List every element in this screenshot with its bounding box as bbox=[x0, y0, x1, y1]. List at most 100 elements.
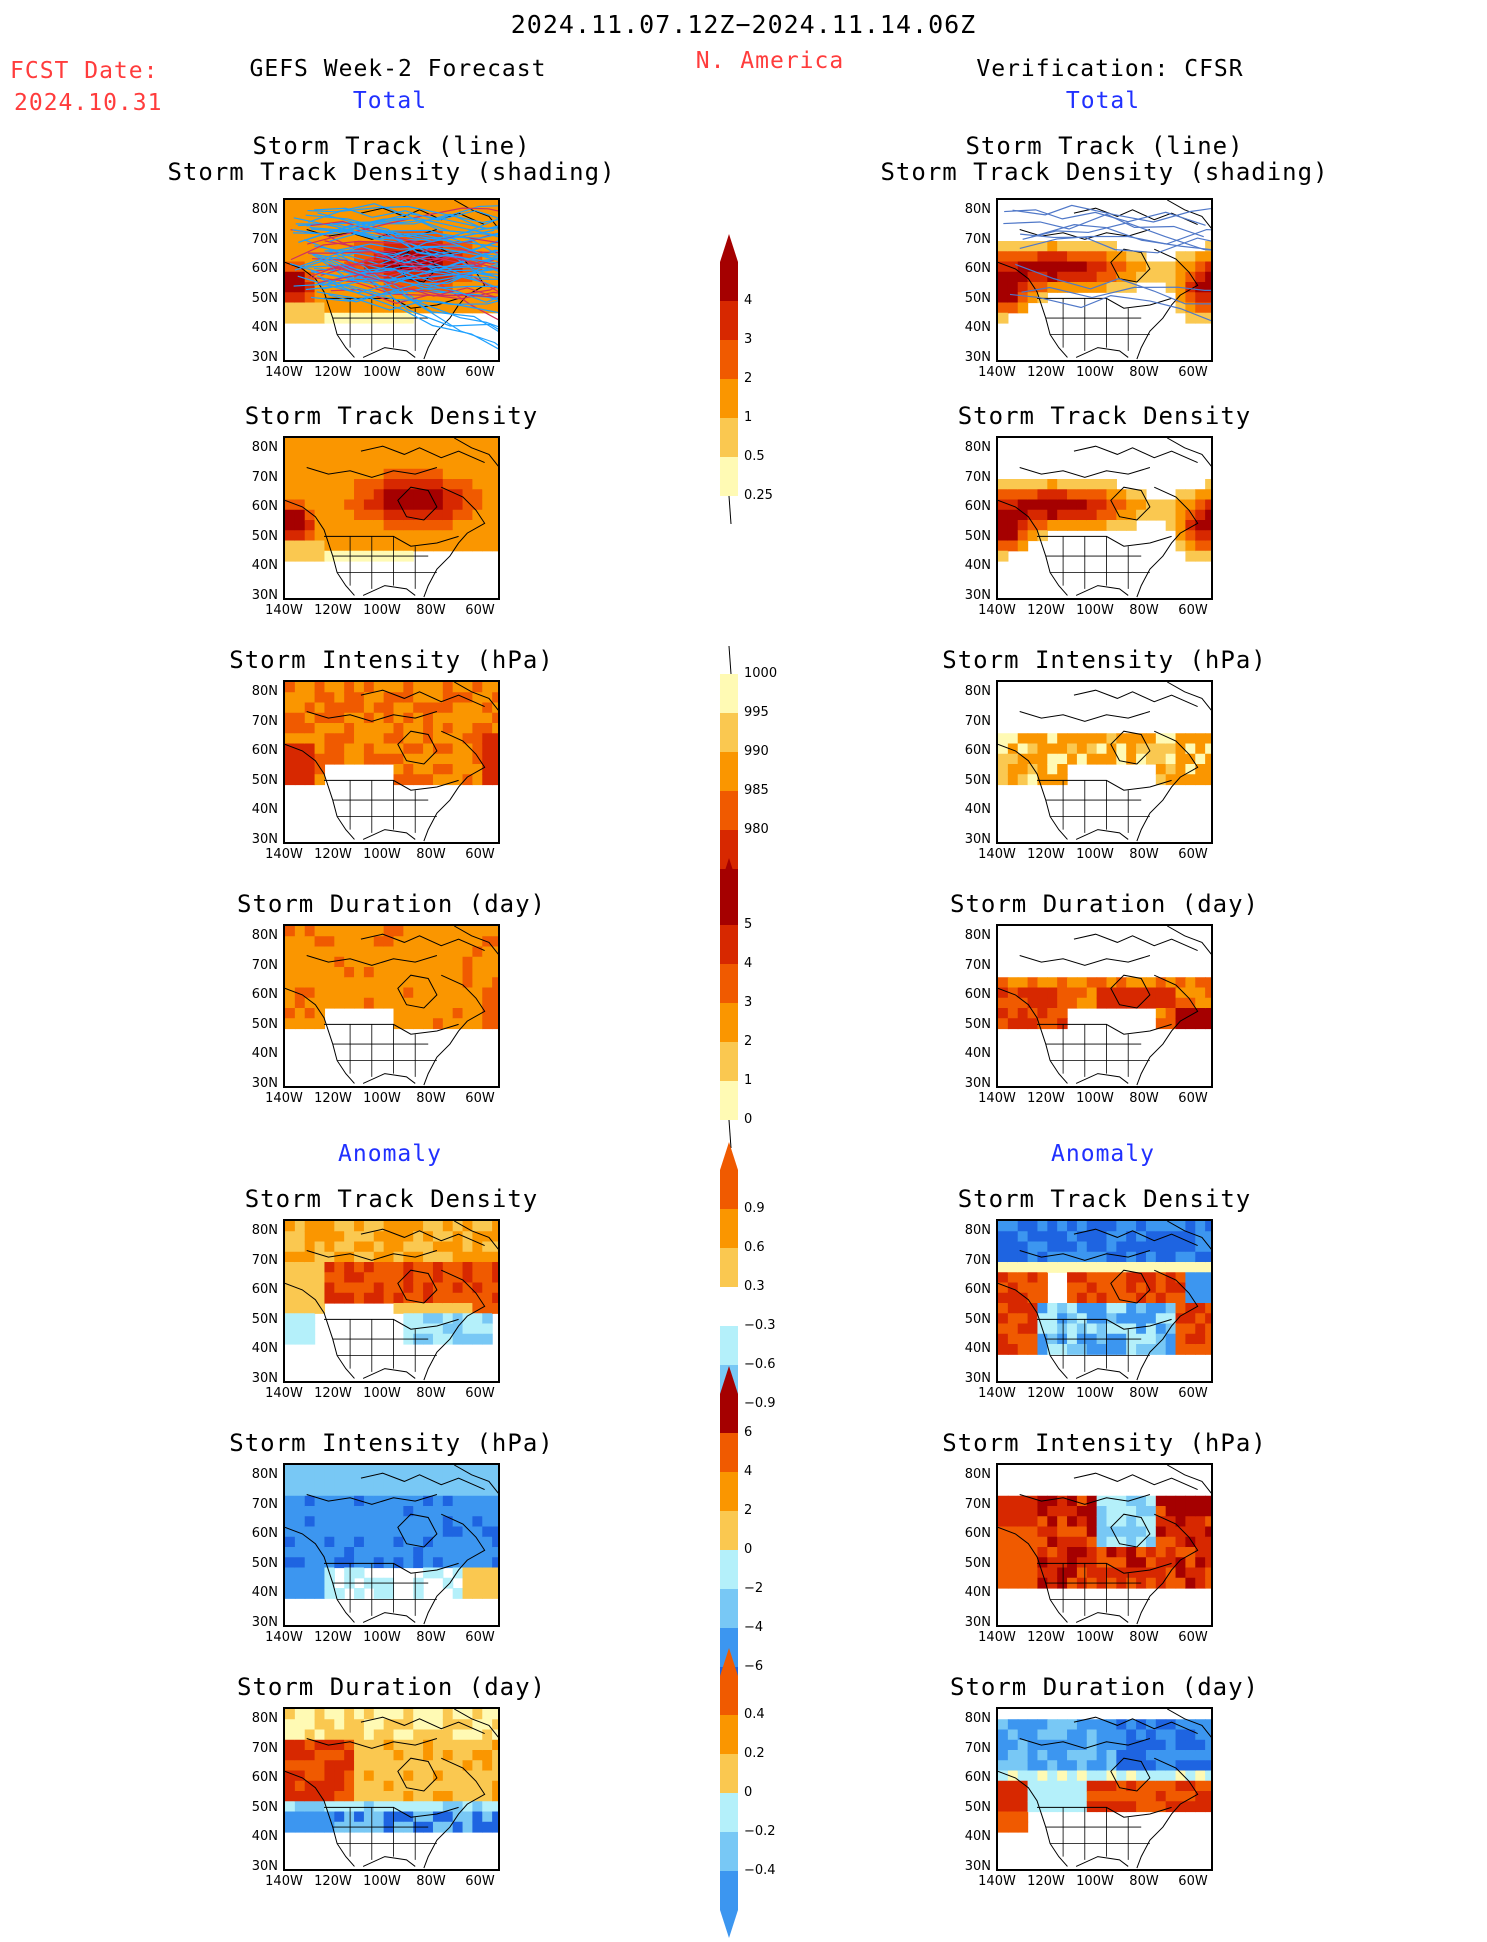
shading-cell bbox=[285, 1588, 296, 1599]
shading-cell bbox=[314, 774, 326, 786]
shading-cell bbox=[1145, 1303, 1157, 1314]
shading-cell bbox=[1126, 1719, 1137, 1731]
shading-cell bbox=[1067, 1801, 1078, 1813]
coastline-path bbox=[1073, 1228, 1198, 1247]
left-anomaly-label: Anomaly bbox=[338, 1141, 442, 1167]
shading-cell bbox=[334, 1495, 345, 1507]
shading-cell bbox=[1067, 743, 1078, 755]
shading-cell bbox=[1096, 1313, 1108, 1325]
shading-cell bbox=[285, 292, 296, 304]
lat-tick-label: 30N bbox=[251, 1370, 278, 1386]
shading-cell bbox=[354, 489, 365, 501]
shading-cell bbox=[314, 200, 326, 211]
shading-cell bbox=[1076, 489, 1088, 501]
shading-cell bbox=[1007, 1221, 1019, 1232]
shading-cell bbox=[363, 1516, 375, 1528]
shading-cell bbox=[304, 1008, 316, 1019]
shading-cell bbox=[1136, 1770, 1147, 1782]
shading-cell bbox=[363, 936, 375, 948]
shading-cell bbox=[1027, 1221, 1039, 1232]
shading-cell bbox=[462, 1008, 474, 1019]
shading-cell bbox=[1047, 753, 1058, 765]
lat-tick-label: 50N bbox=[251, 1555, 278, 1571]
shading-cell bbox=[472, 1333, 483, 1345]
shading-cell bbox=[1106, 1770, 1117, 1782]
shading-cell bbox=[285, 550, 296, 562]
coastline-path bbox=[454, 1221, 498, 1250]
coastline-path bbox=[285, 743, 355, 840]
shading-cell bbox=[403, 987, 414, 999]
shading-cell bbox=[1155, 1333, 1167, 1345]
shading-cell bbox=[413, 509, 424, 521]
shading-cell bbox=[1175, 1516, 1187, 1528]
shading-cell bbox=[1205, 1791, 1211, 1802]
shading-cell bbox=[294, 1495, 306, 1507]
coastline-path bbox=[1075, 1073, 1129, 1084]
lon-tick-label: 120W bbox=[314, 365, 352, 380]
shading-cell bbox=[285, 956, 296, 968]
shading-cell bbox=[442, 448, 454, 460]
shading-cell bbox=[423, 1262, 434, 1273]
shading-cell bbox=[294, 1313, 306, 1325]
shading-cell bbox=[304, 1821, 316, 1833]
shading-cell bbox=[423, 1465, 434, 1476]
coastline-path bbox=[454, 1709, 498, 1738]
shading-cell bbox=[472, 1465, 483, 1476]
shading-cell bbox=[1195, 271, 1206, 283]
shading-cell bbox=[472, 520, 483, 531]
colorbar-label: 1 bbox=[744, 1073, 753, 1088]
shading-cell bbox=[1037, 1506, 1048, 1517]
shading-cell bbox=[334, 1719, 345, 1731]
coastline-path bbox=[1045, 780, 1150, 833]
shading-cell bbox=[354, 1739, 365, 1751]
shading-cell bbox=[1057, 1323, 1068, 1335]
shading-cell bbox=[344, 1485, 355, 1497]
shading-cell bbox=[1175, 1536, 1187, 1548]
shading-cell bbox=[363, 1506, 375, 1517]
shading-cell bbox=[452, 200, 464, 211]
shading-cell bbox=[324, 499, 335, 511]
shading-cell bbox=[1195, 774, 1206, 786]
shading-cell bbox=[314, 1791, 326, 1802]
shading-cell bbox=[998, 251, 1009, 263]
shading-cell bbox=[1067, 489, 1078, 501]
shading-cell bbox=[472, 774, 483, 786]
shading-cell bbox=[334, 1729, 345, 1741]
shading-cell bbox=[472, 1313, 483, 1325]
lon-tick-label: 60W bbox=[465, 603, 495, 618]
shading-cell bbox=[492, 1465, 498, 1476]
shading-cell bbox=[1155, 1791, 1167, 1802]
shading-cell bbox=[1195, 1577, 1206, 1589]
shading-cell bbox=[1175, 1262, 1187, 1273]
shading-cell bbox=[1067, 1495, 1078, 1507]
shading-cell bbox=[472, 926, 483, 937]
shading-cell bbox=[432, 1811, 444, 1823]
shading-cell bbox=[1057, 764, 1068, 775]
lat-tick-label: 50N bbox=[251, 1016, 278, 1032]
shading-cell bbox=[363, 682, 375, 693]
shading-cell bbox=[1145, 1495, 1157, 1507]
shading-cell bbox=[432, 967, 444, 978]
shading-cell bbox=[393, 712, 404, 724]
shading-cell bbox=[1195, 1344, 1206, 1355]
shading-cell bbox=[1017, 1526, 1029, 1538]
lon-tick-label: 60W bbox=[465, 365, 495, 380]
shading-cell bbox=[1205, 282, 1211, 293]
shading-cell bbox=[324, 200, 335, 211]
shading-cell bbox=[442, 1506, 454, 1517]
shading-cell bbox=[432, 987, 444, 999]
shading-cell bbox=[1145, 1282, 1157, 1294]
shading-cell bbox=[294, 753, 306, 765]
shading-cell bbox=[432, 1750, 444, 1761]
lon-tick-label: 80W bbox=[1129, 1386, 1159, 1401]
shading-cell bbox=[344, 468, 355, 480]
shading-cell bbox=[1195, 520, 1206, 531]
coastline-path bbox=[1075, 829, 1129, 840]
shading-cell bbox=[403, 1231, 414, 1243]
shading-cell bbox=[1145, 977, 1157, 989]
lon-tick-label: 100W bbox=[1076, 847, 1114, 862]
shading-cell bbox=[442, 1303, 454, 1314]
shading-cell bbox=[1027, 1729, 1039, 1741]
shading-cell bbox=[334, 448, 345, 460]
coastline-path bbox=[360, 1472, 485, 1491]
